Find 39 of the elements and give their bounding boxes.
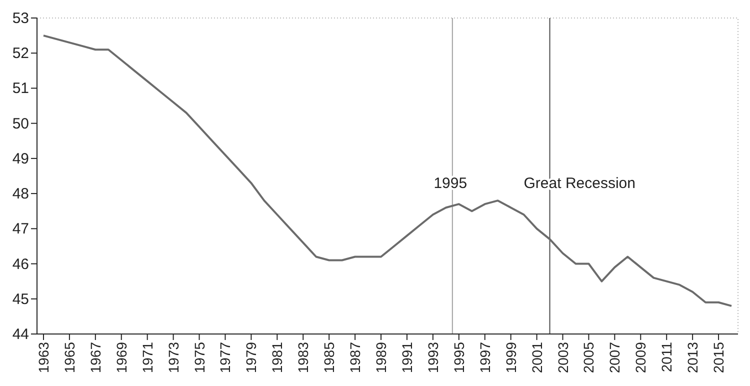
x-tick-label: 1997	[476, 342, 493, 374]
line-series	[42, 34, 733, 307]
y-tick-label: 49	[12, 150, 29, 168]
x-tick-label: 1999	[502, 342, 519, 374]
ref-line-label: 1995	[434, 175, 468, 192]
x-tick-label: 1981	[269, 342, 286, 374]
x-tick-label: 2009	[632, 342, 649, 374]
y-tick-label: 50	[12, 115, 29, 132]
x-tick-label: 2001	[528, 342, 545, 374]
x-tick-label: 1975	[191, 342, 208, 374]
x-tick-label: 1979	[243, 342, 260, 374]
x-tick-label: 1977	[217, 342, 234, 374]
y-tick-label: 44	[12, 326, 29, 343]
x-tick-label: 1985	[321, 342, 338, 374]
y-tick-label: 46	[12, 256, 29, 273]
x-tick-label: 1965	[61, 342, 78, 374]
x-tick-label: 1991	[398, 342, 415, 374]
x-tick-label: 1993	[424, 342, 441, 374]
x-tick-label: 1989	[373, 342, 390, 374]
y-tick-label: 52	[12, 45, 29, 62]
x-tick-label: 2011	[658, 342, 675, 372]
x-tick-label: 1987	[347, 342, 364, 374]
x-tick-label: 1983	[295, 342, 312, 374]
x-tick-label: 1973	[165, 342, 182, 374]
y-tick-label: 48	[12, 186, 29, 203]
x-tick-label: 2005	[580, 342, 597, 374]
x-tick-label: 2013	[684, 342, 701, 374]
x-tick-label: 1995	[450, 342, 467, 374]
x-tick-label: 1963	[35, 342, 52, 374]
x-tick-label: 1967	[87, 342, 104, 374]
x-tick-label: 2003	[554, 342, 571, 374]
y-tick-label: 53	[12, 10, 29, 27]
y-tick-label: 45	[12, 290, 29, 308]
x-tick-label: 2007	[606, 342, 623, 374]
x-tick-label: 2015	[710, 342, 727, 374]
x-tick-label: 1969	[113, 342, 130, 374]
x-tick-label: 1971	[139, 342, 156, 374]
y-tick-label: 47	[12, 220, 29, 238]
y-tick-label: 51	[12, 80, 29, 98]
